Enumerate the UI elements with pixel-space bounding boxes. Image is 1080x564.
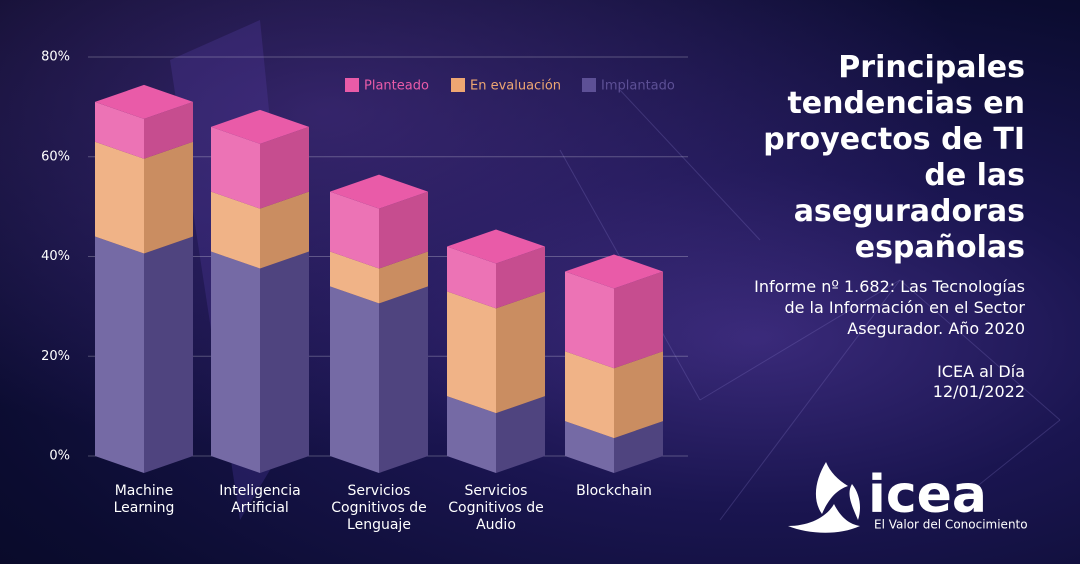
x-tick-label: Inteligencia Artificial: [219, 483, 301, 516]
bar-face-left-tint: [330, 251, 379, 304]
y-tick-label: 0%: [49, 449, 70, 464]
y-tick-label: 80%: [41, 50, 70, 65]
bar-face-right: [144, 236, 193, 473]
bar-face-right-shade: [614, 421, 663, 473]
bar-face-right: [379, 251, 428, 304]
bar-face-right-shade: [144, 141, 193, 254]
bar-face-right-shade: [379, 191, 428, 269]
y-tick-label: 20%: [41, 349, 70, 364]
legend-swatch: [582, 78, 596, 92]
legend-label: Implantado: [601, 79, 675, 94]
bar-face-right: [614, 351, 663, 439]
bar-face-right: [144, 141, 193, 254]
legend-label: En evaluación: [470, 79, 561, 94]
bar-top: [95, 84, 193, 119]
x-tick-label: Machine Learning: [113, 483, 175, 516]
bar-face-right: [260, 126, 309, 209]
bar-face-right-shade: [614, 351, 663, 439]
x-tick-label: Servicios Cognitivos de Audio: [448, 483, 544, 533]
publication: ICEA al Día: [937, 362, 1025, 381]
bar-face-right: [260, 191, 309, 269]
bar-face-right: [614, 271, 663, 369]
bar-face-left-tint: [447, 396, 496, 473]
bar-face-left-tint: [447, 291, 496, 414]
bar-face-right-shade: [144, 236, 193, 473]
bar-top: [211, 109, 309, 144]
bar-face-left: [211, 251, 260, 473]
bar-face-right-shade: [496, 291, 545, 414]
bar-face-right-shade: [260, 251, 309, 473]
y-tick-label: 40%: [41, 249, 70, 264]
bar-face-left-tint: [211, 126, 260, 209]
bar-face-right: [144, 101, 193, 159]
bar-face-right: [496, 396, 545, 473]
bar-face-left: [330, 251, 379, 304]
bar-face-right: [496, 291, 545, 414]
bar-face-left-tint: [565, 271, 614, 369]
bar-face-right: [260, 251, 309, 473]
title: Principales tendencias en proyectos de T…: [763, 50, 1025, 265]
x-tick-label: Blockchain: [576, 483, 652, 499]
bar-face-right-shade: [614, 271, 663, 369]
bar-face-left: [330, 286, 379, 473]
bar-face-right-shade: [379, 251, 428, 304]
bar-face-left: [447, 291, 496, 414]
bar-face-left: [95, 236, 144, 473]
source: Informe nº 1.682: Las Tecnologías de la …: [754, 277, 1025, 338]
bar-face-left-tint: [95, 141, 144, 254]
bar-top: [565, 254, 663, 289]
bar-face-right: [379, 286, 428, 473]
bar-face-right-shade: [144, 101, 193, 159]
bar-face-right-shade: [496, 396, 545, 473]
y-tick-label: 60%: [41, 149, 70, 164]
bar-face-left: [565, 421, 614, 473]
bar-face-left: [95, 101, 144, 159]
bar-face-right-shade: [260, 191, 309, 269]
bar-face-right: [379, 191, 428, 269]
date: 12/01/2022: [932, 382, 1025, 401]
bar-face-right-shade: [496, 246, 545, 309]
bar-top: [447, 229, 545, 264]
bar-face-left: [565, 271, 614, 369]
legend-swatch: [451, 78, 465, 92]
bar-face-left-tint: [330, 191, 379, 269]
bar-face-right: [614, 421, 663, 473]
bar-face-left-tint: [565, 421, 614, 473]
bar-face-left-tint: [447, 246, 496, 309]
bar-face-left-tint: [95, 101, 144, 159]
bar-face-left: [211, 191, 260, 269]
bar-face-left: [447, 246, 496, 309]
bar-face-left: [211, 126, 260, 209]
legend-label: Planteado: [364, 79, 429, 94]
bar-face-left: [95, 141, 144, 254]
bar-face-left: [330, 191, 379, 269]
bar-face-left-tint: [330, 286, 379, 473]
bar-face-left-tint: [95, 236, 144, 473]
bar-face-left-tint: [565, 351, 614, 439]
bar-face-right-shade: [379, 286, 428, 473]
x-tick-label: Servicios Cognitivos de Lenguaje: [331, 483, 427, 533]
bar-face-left: [447, 396, 496, 473]
bar-face-right: [496, 246, 545, 309]
bar-face-right-shade: [260, 126, 309, 209]
bar-face-left-tint: [211, 191, 260, 269]
bar-face-left: [565, 351, 614, 439]
bar-face-left-tint: [211, 251, 260, 473]
bar-top: [330, 174, 428, 209]
legend-swatch: [345, 78, 359, 92]
